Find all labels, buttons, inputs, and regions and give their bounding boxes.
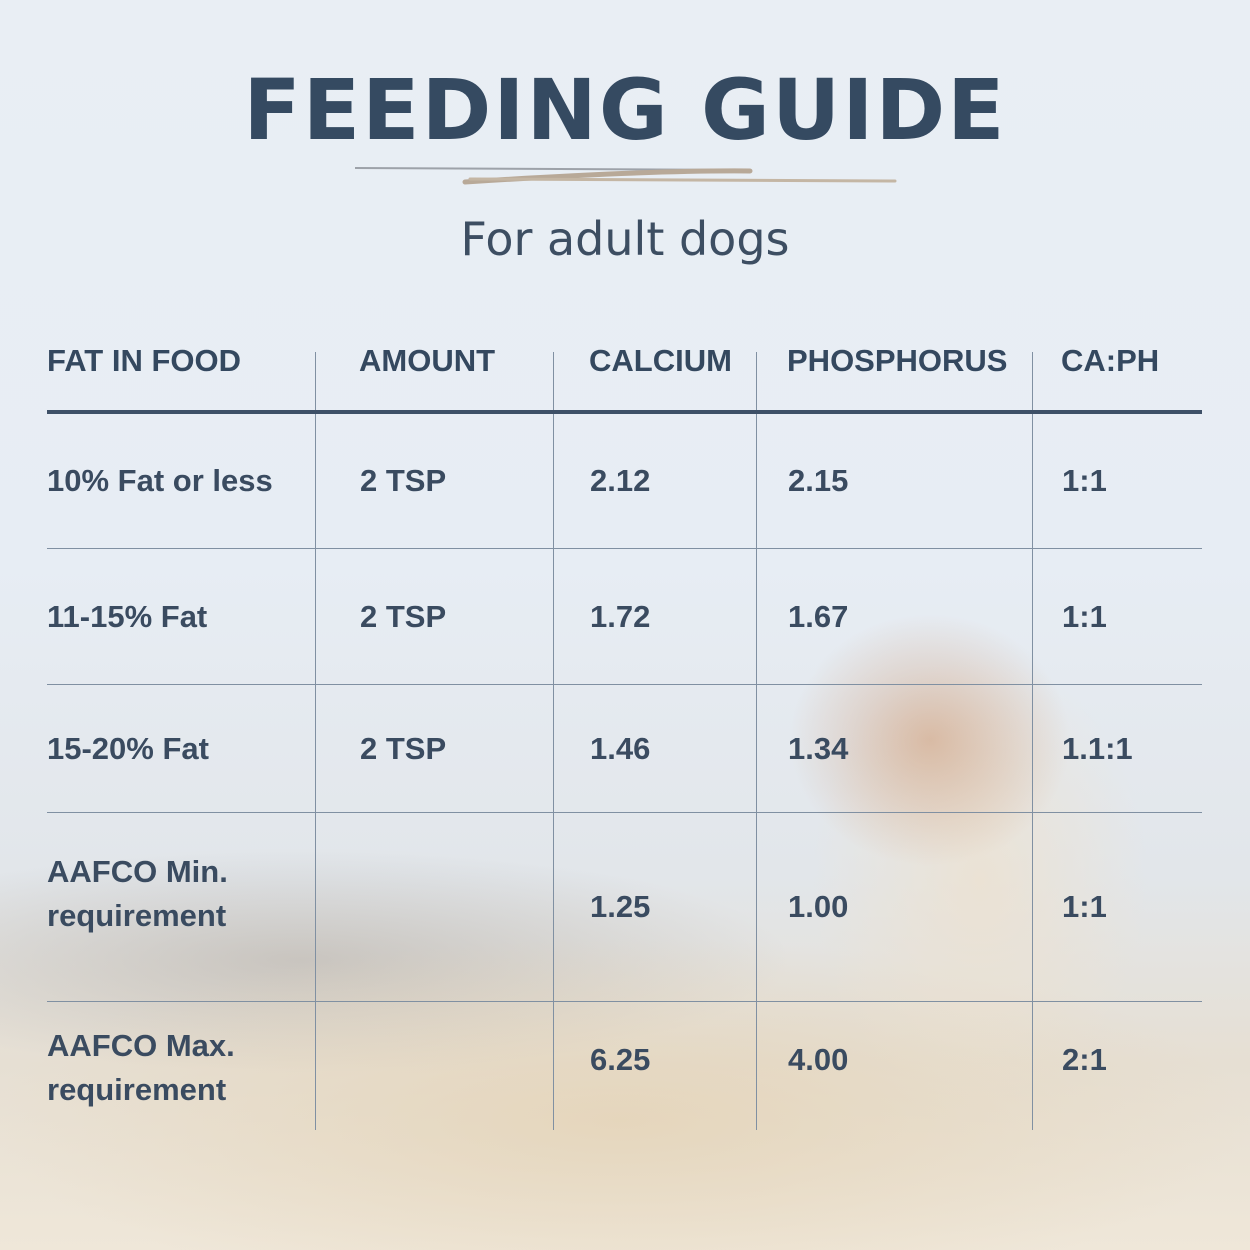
cell-ca-ph: 1:1 bbox=[1032, 813, 1202, 1001]
table-row: 10% Fat or less 2 TSP 2.12 2.15 1:1 bbox=[47, 414, 1202, 549]
cell-amount: 2 TSP bbox=[315, 685, 553, 812]
cell-amount: 2 TSP bbox=[315, 414, 553, 548]
cell-phosphorus: 1.00 bbox=[756, 813, 1032, 1001]
title-underline bbox=[354, 167, 897, 185]
page-title: FEEDING GUIDE bbox=[243, 61, 1007, 159]
column-header-fat-in-food: FAT IN FOOD bbox=[47, 343, 242, 378]
cell-phosphorus: 1.67 bbox=[756, 549, 1032, 684]
cell-fat-in-food: 11-15% Fat bbox=[47, 598, 208, 634]
column-header-ca-ph: CA:PH bbox=[1032, 318, 1202, 410]
cell-amount: 2 TSP bbox=[315, 549, 553, 684]
cell-fat-in-food: AAFCO Min. requirement bbox=[47, 854, 228, 933]
cell-amount bbox=[315, 1002, 553, 1130]
cell-ca-ph: 1.1:1 bbox=[1032, 685, 1202, 812]
cell-calcium: 1.72 bbox=[553, 549, 756, 684]
cell-phosphorus: 2.15 bbox=[756, 414, 1032, 548]
cell-fat-in-food: 15-20% Fat bbox=[47, 730, 209, 766]
cell-ca-ph: 1:1 bbox=[1032, 549, 1202, 684]
cell-calcium: 2.12 bbox=[553, 414, 756, 548]
cell-fat-in-food: AAFCO Max. requirement bbox=[47, 1028, 235, 1107]
cell-ca-ph: 2:1 bbox=[1032, 1002, 1202, 1130]
table-row: 11-15% Fat 2 TSP 1.72 1.67 1:1 bbox=[47, 549, 1202, 685]
column-header-calcium: CALCIUM bbox=[553, 318, 756, 410]
cell-calcium: 1.25 bbox=[553, 813, 756, 1001]
cell-phosphorus: 1.34 bbox=[756, 685, 1032, 812]
cell-calcium: 1.46 bbox=[553, 685, 756, 812]
table-row: AAFCO Max. requirement 6.25 4.00 2:1 bbox=[47, 1002, 1202, 1130]
column-header-phosphorus: PHOSPHORUS bbox=[756, 318, 1032, 410]
feeding-table: FAT IN FOOD AMOUNT CALCIUM PHOSPHORUS CA… bbox=[47, 318, 1202, 1130]
cell-fat-in-food: 10% Fat or less bbox=[47, 463, 273, 498]
cell-phosphorus: 4.00 bbox=[756, 1002, 1032, 1130]
table-row: 15-20% Fat 2 TSP 1.46 1.34 1.1:1 bbox=[47, 685, 1202, 813]
cell-ca-ph: 1:1 bbox=[1032, 414, 1202, 548]
page-subtitle: For adult dogs bbox=[460, 212, 790, 266]
column-header-amount: AMOUNT bbox=[315, 318, 553, 410]
cell-amount bbox=[315, 813, 553, 1001]
cell-calcium: 6.25 bbox=[553, 1002, 756, 1130]
table-row: AAFCO Min. requirement 1.25 1.00 1:1 bbox=[47, 813, 1202, 1002]
table-header-row: FAT IN FOOD AMOUNT CALCIUM PHOSPHORUS CA… bbox=[47, 318, 1202, 414]
